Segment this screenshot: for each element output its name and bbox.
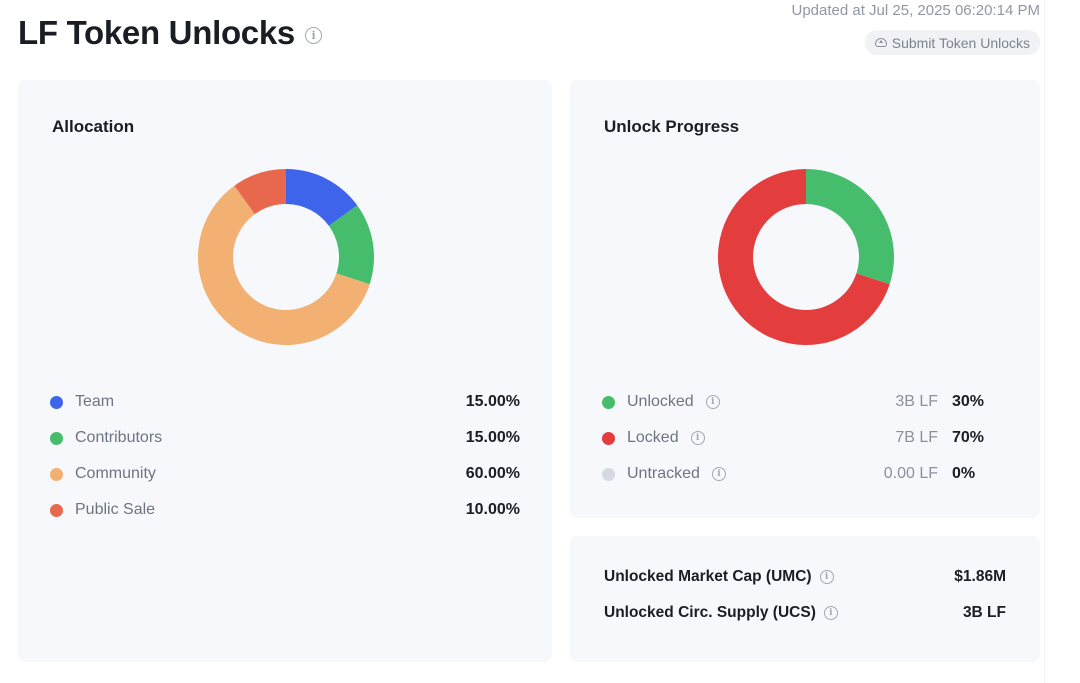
legend-label: Unlocked <box>627 393 694 410</box>
legend-dot-public-sale <box>50 503 63 517</box>
unlocked-market-card: Unlocked Market Cap (UMC) i $1.86M Unloc… <box>570 536 1040 662</box>
legend-dot-untracked <box>602 467 615 481</box>
unlock-progress-title: Unlock Progress <box>604 117 740 136</box>
legend-amount: 0.00 LF <box>883 465 938 482</box>
allocation-card: Allocation Team 15.00% Contributors 15.0… <box>18 80 552 662</box>
legend-value: 60.00% <box>465 465 520 482</box>
legend-item-unlocked: Unlocked i 3B LF 30% <box>602 384 985 420</box>
allocation-slice-community[interactable] <box>198 185 370 345</box>
market-label: Unlocked Market Cap (UMC) <box>604 568 812 585</box>
allocation-legend: Team 15.00% Contributors 15.00% Communit… <box>50 384 520 528</box>
legend-item-contributors: Contributors 15.00% <box>50 420 520 456</box>
legend-percent: 30% <box>952 393 985 410</box>
cloud-upload-icon <box>874 38 887 47</box>
legend-dot-team <box>50 395 63 409</box>
market-row-umc: Unlocked Market Cap (UMC) i $1.86M <box>604 568 1006 586</box>
info-icon[interactable]: i <box>690 431 705 445</box>
submit-token-unlocks-label: Submit Token Unlocks <box>891 34 1030 51</box>
legend-value: 15.00% <box>465 393 520 410</box>
unlock-progress-donut-chart <box>718 169 894 345</box>
legend-label: Contributors <box>75 429 163 446</box>
allocation-title: Allocation <box>52 117 135 136</box>
legend-value: 15.00% <box>465 429 520 446</box>
info-icon[interactable]: i <box>819 570 834 584</box>
legend-dot-locked <box>602 431 615 445</box>
unlock-progress-slice-locked[interactable] <box>718 169 890 345</box>
submit-token-unlocks-button[interactable]: Submit Token Unlocks <box>864 30 1040 55</box>
legend-percent: 70% <box>952 429 985 446</box>
page-title-row: LF Token Unlocks i <box>18 14 322 52</box>
legend-label: Community <box>75 465 156 482</box>
allocation-slice-team[interactable] <box>286 169 358 226</box>
page-right-edge <box>1044 0 1080 683</box>
market-value: $1.86M <box>954 568 1006 585</box>
legend-percent: 0% <box>952 465 976 482</box>
info-icon[interactable]: i <box>304 26 322 44</box>
legend-dot-unlocked <box>602 395 615 409</box>
info-icon[interactable]: i <box>705 395 720 409</box>
legend-item-locked: Locked i 7B LF 70% <box>602 420 985 456</box>
unlock-progress-legend: Unlocked i 3B LF 30% Locked i 7B LF 70% … <box>602 384 985 492</box>
updated-timestamp: Updated at Jul 25, 2025 06:20:14 PM <box>791 2 1040 19</box>
legend-value: 10.00% <box>465 501 520 518</box>
legend-item-untracked: Untracked i 0.00 LF 0% <box>602 456 982 492</box>
legend-item-community: Community 60.00% <box>50 456 520 492</box>
legend-label: Team <box>75 393 115 410</box>
info-icon[interactable]: i <box>823 606 838 620</box>
allocation-donut-chart <box>198 169 374 345</box>
info-icon[interactable]: i <box>711 467 726 481</box>
legend-item-public-sale: Public Sale 10.00% <box>50 492 520 528</box>
market-label: Unlocked Circ. Supply (UCS) <box>604 604 816 621</box>
legend-item-team: Team 15.00% <box>50 384 520 420</box>
legend-amount: 3B LF <box>895 393 938 410</box>
legend-dot-contributors <box>50 431 63 445</box>
page-title: LF Token Unlocks <box>18 14 295 51</box>
allocation-slice-contributors[interactable] <box>328 205 374 285</box>
legend-amount: 7B LF <box>895 429 938 446</box>
legend-label: Locked <box>627 429 679 446</box>
legend-label: Public Sale <box>75 501 156 518</box>
market-row-ucs: Unlocked Circ. Supply (UCS) i 3B LF <box>604 604 1006 622</box>
unlock-progress-card: Unlock Progress Unlocked i 3B LF 30% Loc… <box>570 80 1040 518</box>
legend-dot-community <box>50 467 63 481</box>
allocation-slice-public-sale[interactable] <box>234 169 286 215</box>
legend-label: Untracked <box>627 465 700 482</box>
unlock-progress-slice-unlocked[interactable] <box>806 169 894 285</box>
market-value: 3B LF <box>962 604 1006 621</box>
